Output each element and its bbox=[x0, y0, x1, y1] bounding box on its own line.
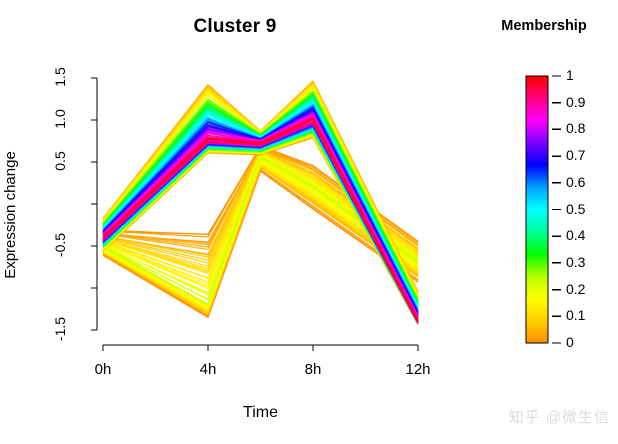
expression-profile-line bbox=[102, 92, 419, 301]
x-axis-tick-label: 12h bbox=[405, 361, 431, 378]
chart-title: Cluster 9 bbox=[193, 16, 277, 37]
membership-colorbar bbox=[525, 75, 549, 344]
legend-tick-label: 0.9 bbox=[566, 93, 586, 110]
expression-profile-line bbox=[102, 132, 419, 325]
x-axis-tick-label: 8h bbox=[304, 361, 322, 378]
expression-profile-line bbox=[102, 114, 419, 318]
expression-profile-line bbox=[102, 100, 419, 308]
expression-profile-line bbox=[102, 108, 419, 314]
legend-colorbar-group bbox=[525, 75, 561, 344]
expression-profile-line bbox=[102, 87, 419, 298]
y-axis-tick-label: 1.0 bbox=[52, 109, 68, 129]
watermark: 知乎 @微生信 bbox=[508, 409, 610, 426]
legend-title: Membership bbox=[501, 18, 587, 34]
line-bundle-group bbox=[102, 80, 419, 325]
legend-tick-label: 0 bbox=[566, 334, 574, 350]
axes-group bbox=[91, 77, 419, 351]
y-axis-tick-label: -1.5 bbox=[52, 316, 68, 342]
expression-profile-line bbox=[102, 121, 419, 324]
legend-tick-label: 0.1 bbox=[566, 307, 586, 324]
x-axis-tick-label: 0h bbox=[94, 361, 112, 378]
y-axis-tick-label: 0.5 bbox=[52, 151, 68, 171]
legend-tick-label: 0.3 bbox=[566, 253, 586, 270]
legend-tick-label: 0.7 bbox=[566, 147, 586, 164]
legend-tick-label: 0.4 bbox=[566, 227, 586, 244]
expression-profile-line bbox=[102, 168, 419, 317]
x-axis-label: Time bbox=[243, 404, 278, 421]
legend-tick-label: 1 bbox=[566, 67, 574, 83]
y-axis-tick-label: 1.5 bbox=[52, 67, 68, 87]
expression-profile-line bbox=[102, 156, 419, 305]
x-axis-tick-label: 4h bbox=[199, 361, 217, 378]
legend-tick-label: 0.5 bbox=[566, 200, 586, 217]
y-axis-tick-label: -0.5 bbox=[52, 232, 68, 258]
legend-tick-label: 0.6 bbox=[566, 173, 586, 190]
expression-profile-line bbox=[102, 155, 419, 301]
legend-tick-label: 0.8 bbox=[566, 120, 586, 137]
expression-profile-line bbox=[102, 118, 419, 322]
legend-tick-label: 0.2 bbox=[566, 280, 586, 297]
